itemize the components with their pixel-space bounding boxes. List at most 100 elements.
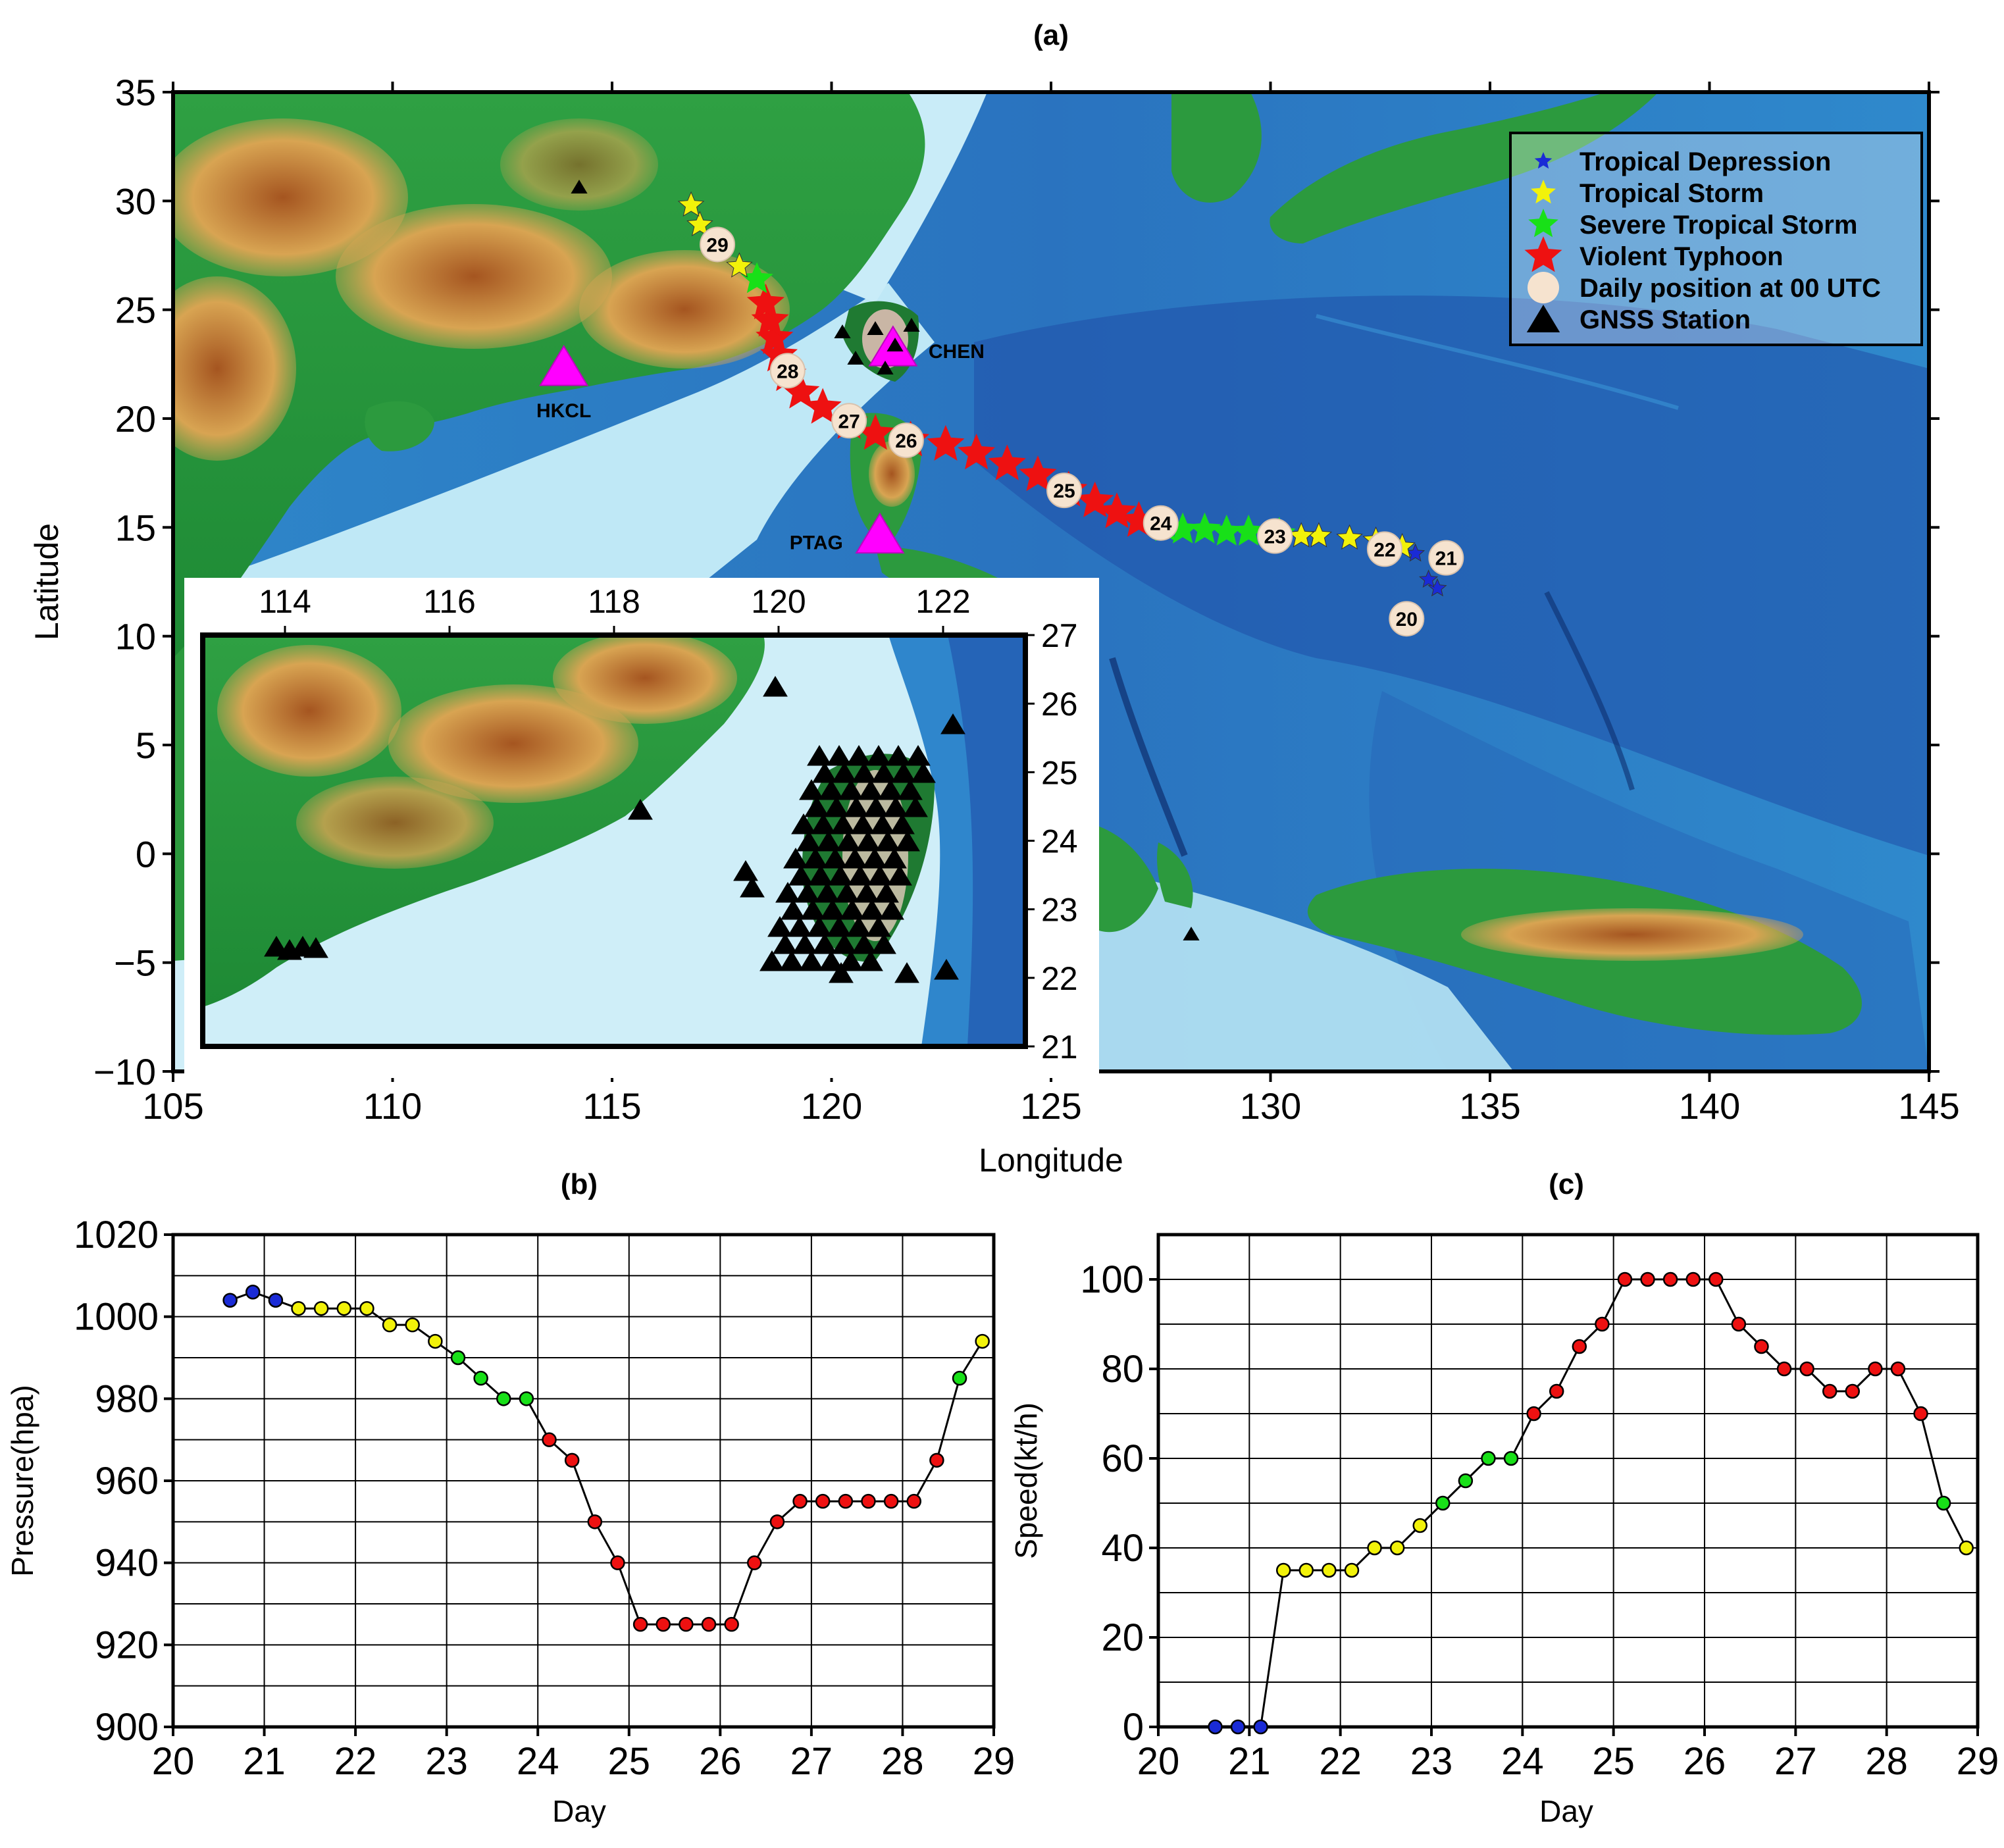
y-tick-label: 100 [1080,1258,1144,1301]
legend-circle-icon [1528,272,1559,303]
track-star-vty [1076,481,1114,517]
typhoon-track: 20 21 22 23 24 25 26 27 28 29 [677,191,1464,637]
inset-gnss-station [788,865,813,886]
track-star-ts [686,211,713,236]
main-map-axes: 105 110 115 120 125 130 135 140 1453530252015105… [93,72,1960,1127]
data-point-vty [1799,1361,1814,1377]
inset-y-tick-label: 22 [1041,960,1078,997]
inset-y-tick-label: 26 [1041,686,1078,723]
data-point-ts [975,1333,990,1349]
daily-position-marker [1366,531,1402,567]
inset-gnss-station [852,762,877,783]
inset-gnss-station [775,882,800,903]
inset-gnss-station [911,762,936,783]
data-point-vty [838,1493,854,1509]
legend-star-icon [1528,209,1558,238]
data-point-ts [1275,1562,1291,1578]
data-point-vty [769,1514,785,1529]
inset-x-tick-label: 122 [915,583,970,620]
daily-position-marker [1428,540,1464,576]
pressure-ylabel: Pressure(hpa) [5,1385,39,1576]
station-label-chen: CHEN [929,341,985,363]
data-point-td [1253,1719,1268,1735]
inset-y-tick-label: 23 [1041,892,1078,929]
y-tick-label: 0 [1123,1706,1144,1749]
inset-y-tick-label: 25 [1041,754,1078,791]
daily-position-marker [1257,518,1293,554]
data-point-vty [747,1555,762,1570]
inset-gnss-station [807,916,832,937]
inset-gnss-station [883,796,908,817]
data-point-ts [1322,1562,1337,1578]
data-point-vty [679,1616,694,1632]
track-star-ts [726,252,753,278]
legend-label: Violent Typhoon [1580,242,1784,271]
legend-star-icon [1524,236,1562,272]
data-point-vty [724,1616,739,1632]
data-point-vty [1617,1271,1633,1287]
gnss-station-marker [571,180,588,193]
inset-gnss-station [819,950,844,971]
data-point-sts [450,1350,466,1366]
y-tick-label: 15 [115,507,156,548]
legend-label: Severe Tropical Storm [1580,211,1857,240]
track-star-vty [746,283,784,319]
inset-gnss-station [836,831,861,852]
speed-xlabel: Day [1539,1794,1593,1828]
data-point-vty [1868,1361,1883,1377]
gnss-station-ptag [855,512,905,554]
inset-gnss-station [850,813,875,834]
y-tick-label: 60 [1101,1437,1144,1480]
x-tick-label: 21 [1228,1740,1271,1783]
inset-gnss-station [870,813,895,834]
inset-gnss-station [803,848,828,869]
y-tick-label: 1020 [74,1214,159,1256]
data-point-sts [519,1391,534,1406]
plot-frame [1156,1233,1980,1729]
data-point-vty [1572,1339,1587,1354]
x-tick-label: 130 [1240,1085,1301,1127]
series-line [1215,1278,1968,1728]
inset-gnss-station [940,713,965,734]
data-point-vty [1890,1361,1906,1377]
inset-gnss-station [829,962,854,983]
data-point-vty [1640,1271,1655,1287]
y-tick-label: 5 [136,725,156,766]
inset-gnss-station [733,860,758,881]
track-star-vty [1098,492,1136,528]
data-point-ts [359,1300,374,1316]
inset-gnss-station [827,745,852,766]
data-point-ts [313,1300,329,1316]
track-star-vty [988,444,1026,480]
data-point-vty [564,1452,580,1468]
gnss-station-marker [834,324,851,338]
data-point-ts [291,1300,306,1316]
x-tick-label: 28 [1865,1740,1908,1783]
daily-position-marker [769,353,806,389]
inset-x-tick-label: 120 [751,583,806,620]
data-point-vty [1913,1406,1928,1422]
daily-position-label: 20 [1396,609,1418,630]
inset-gnss-station [898,779,923,800]
data-point-vty [792,1493,808,1509]
inset-gnss-station [882,848,907,869]
daily-position-label: 29 [706,234,728,256]
track-star-td [1419,569,1439,588]
inset-gnss-station [846,745,871,766]
inset-gnss-station [740,877,765,898]
data-point-vty [883,1493,899,1509]
main-map-xlabel: Longitude [979,1142,1123,1179]
inset-gnss-station [812,933,837,954]
daily-position-marker [888,423,924,459]
data-point-ts [1959,1540,1974,1556]
data-point-vty [906,1493,922,1509]
daily-position-label: 24 [1150,513,1172,535]
x-tick-label: 20 [1137,1740,1180,1783]
data-point-sts [1435,1495,1451,1511]
y-tick-label: 25 [115,290,156,331]
data-point-vty [1845,1383,1861,1399]
data-point-sts [1936,1495,1951,1511]
inset-gnss-station [792,933,817,954]
inset-gnss-station [767,916,792,937]
y-tick-label: 35 [115,72,156,113]
